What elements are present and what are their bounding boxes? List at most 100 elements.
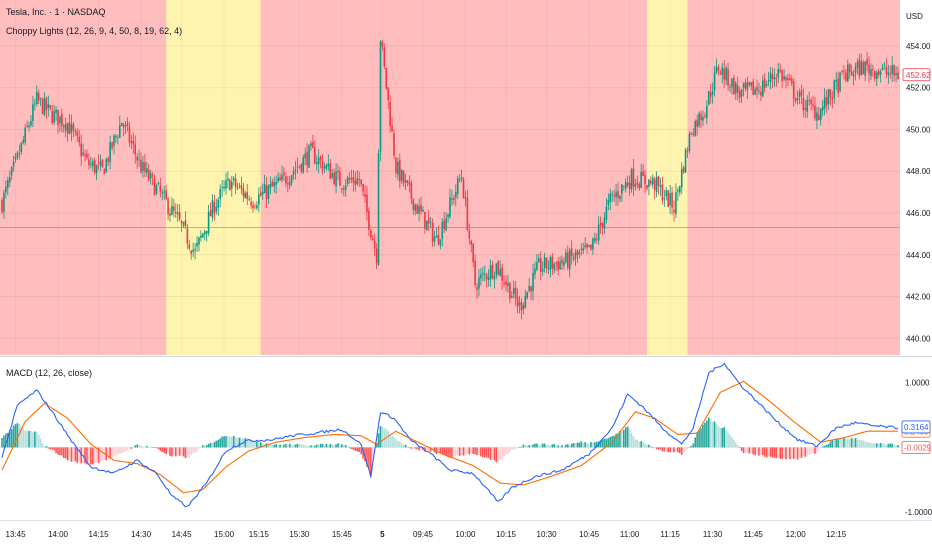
candle[interactable] (474, 254, 476, 288)
histogram-bar[interactable] (302, 444, 305, 448)
histogram-bar[interactable] (333, 445, 335, 448)
price-tick-label[interactable]: 442.00 (906, 293, 931, 302)
candle[interactable] (422, 206, 424, 213)
histogram-bar[interactable] (70, 447, 73, 462)
candle[interactable] (211, 194, 214, 222)
candle[interactable] (661, 176, 664, 205)
candle[interactable] (408, 175, 411, 193)
candle[interactable] (1, 197, 3, 214)
histogram-bar[interactable] (451, 447, 453, 458)
histogram-bar[interactable] (180, 447, 183, 456)
candle[interactable] (10, 166, 13, 181)
candle[interactable] (630, 167, 633, 193)
histogram-bar[interactable] (680, 447, 683, 455)
histogram-bar[interactable] (207, 443, 210, 448)
candle[interactable] (704, 112, 706, 120)
histogram-bar[interactable] (88, 447, 90, 465)
histogram-bar[interactable] (418, 447, 420, 451)
candle[interactable] (468, 223, 471, 245)
candle[interactable] (356, 170, 359, 186)
histogram-value-marker[interactable] (901, 441, 931, 455)
candle[interactable] (41, 97, 44, 115)
histogram-bar[interactable] (754, 447, 756, 456)
histogram-bar[interactable] (818, 447, 820, 450)
histogram-bar[interactable] (864, 441, 866, 448)
candle[interactable] (66, 122, 69, 142)
candle[interactable] (779, 63, 782, 74)
histogram-bar[interactable] (202, 445, 204, 448)
candle[interactable] (174, 203, 177, 218)
histogram-bar[interactable] (350, 447, 353, 450)
histogram-bar[interactable] (234, 437, 237, 448)
candle[interactable] (232, 175, 235, 186)
histogram-bar[interactable] (827, 443, 830, 448)
histogram-bar[interactable] (474, 447, 476, 455)
histogram-bar[interactable] (213, 441, 216, 448)
histogram-bar[interactable] (144, 446, 146, 448)
candle[interactable] (698, 111, 700, 128)
histogram-bar[interactable] (651, 447, 654, 449)
candle[interactable] (420, 196, 422, 215)
histogram-bar[interactable] (893, 444, 895, 448)
candle[interactable] (178, 204, 181, 221)
candle[interactable] (358, 171, 361, 187)
histogram-bar[interactable] (97, 447, 100, 463)
candle[interactable] (377, 149, 380, 266)
histogram-bar[interactable] (240, 438, 243, 448)
histogram-bar[interactable] (874, 443, 876, 448)
candle[interactable] (543, 252, 546, 273)
candle[interactable] (839, 72, 841, 93)
candle[interactable] (142, 155, 144, 178)
histogram-bar[interactable] (677, 447, 679, 453)
histogram-bar[interactable] (358, 447, 361, 452)
candle[interactable] (713, 65, 716, 97)
candle[interactable] (642, 164, 644, 176)
histogram-bar[interactable] (439, 447, 442, 454)
histogram-bar[interactable] (238, 437, 241, 448)
candle[interactable] (717, 64, 720, 76)
histogram-bar[interactable] (296, 443, 299, 448)
candle[interactable] (584, 236, 586, 250)
candle[interactable] (387, 87, 390, 109)
macd-lines[interactable] (1, 362, 899, 508)
candle[interactable] (381, 39, 384, 51)
candle[interactable] (872, 64, 874, 77)
histogram-bar[interactable] (578, 442, 581, 448)
histogram-bar[interactable] (184, 447, 187, 459)
candle[interactable] (132, 132, 135, 154)
histogram-bar[interactable] (709, 418, 712, 448)
histogram-bar[interactable] (61, 447, 63, 456)
candle[interactable] (516, 288, 519, 314)
time-tick-label[interactable]: 13:45 (6, 530, 27, 539)
candle[interactable] (426, 220, 428, 231)
candle[interactable] (538, 253, 540, 263)
histogram-bar[interactable] (147, 447, 150, 448)
candle[interactable] (640, 163, 642, 189)
candle[interactable] (460, 169, 463, 183)
candle[interactable] (750, 82, 753, 91)
histogram-bar[interactable] (696, 432, 698, 448)
candle[interactable] (845, 68, 847, 83)
candle[interactable] (808, 91, 810, 106)
candle[interactable] (509, 282, 511, 304)
histogram-bar[interactable] (28, 430, 30, 448)
candle[interactable] (163, 185, 166, 200)
candle[interactable] (153, 174, 156, 196)
candle[interactable] (518, 295, 521, 314)
histogram-bar[interactable] (192, 447, 194, 454)
candle[interactable] (418, 198, 420, 222)
histogram-bar[interactable] (526, 445, 529, 448)
candle[interactable] (252, 200, 254, 213)
histogram-bar[interactable] (580, 441, 583, 448)
histogram-bar[interactable] (798, 447, 801, 458)
histogram-bar[interactable] (877, 443, 880, 448)
candle[interactable] (671, 186, 673, 216)
histogram-bar[interactable] (509, 447, 511, 452)
histogram-bar[interactable] (837, 438, 839, 448)
candle[interactable] (677, 187, 679, 201)
candle[interactable] (742, 82, 745, 97)
candle[interactable] (186, 224, 189, 249)
candle[interactable] (144, 154, 146, 178)
candle[interactable] (648, 178, 650, 196)
candle[interactable] (694, 119, 697, 137)
